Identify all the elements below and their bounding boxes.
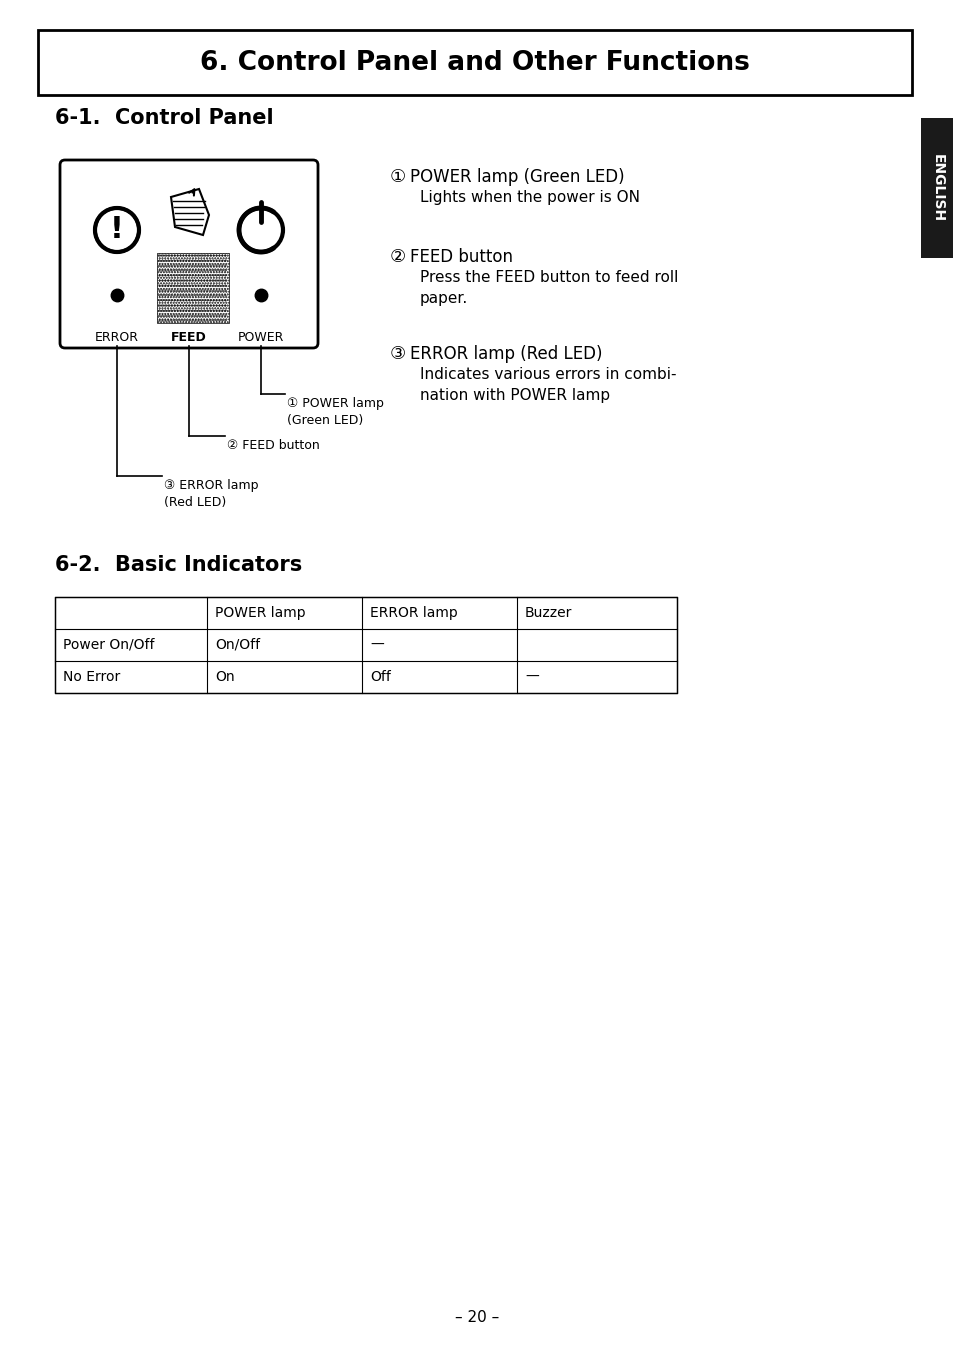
Polygon shape (171, 188, 209, 234)
Text: Buzzer: Buzzer (524, 606, 572, 621)
Text: Press the FEED button to feed roll
paper.: Press the FEED button to feed roll paper… (419, 270, 678, 306)
Text: 6. Control Panel and Other Functions: 6. Control Panel and Other Functions (200, 50, 749, 76)
Text: ②: ② (390, 248, 406, 266)
Circle shape (95, 209, 139, 252)
Text: ERROR: ERROR (95, 331, 139, 344)
Text: 6-1.  Control Panel: 6-1. Control Panel (55, 108, 274, 127)
Text: ENGLISH: ENGLISH (929, 154, 943, 222)
Text: Lights when the power is ON: Lights when the power is ON (419, 190, 639, 205)
Text: ③: ③ (390, 346, 406, 363)
Text: ERROR lamp (Red LED): ERROR lamp (Red LED) (410, 346, 602, 363)
Text: POWER: POWER (237, 331, 284, 344)
Text: On/Off: On/Off (214, 638, 260, 652)
Text: On: On (214, 669, 234, 684)
Bar (920, 118, 953, 257)
Text: 6-2.  Basic Indicators: 6-2. Basic Indicators (55, 556, 302, 575)
FancyBboxPatch shape (60, 160, 317, 348)
Text: ① POWER lamp
(Green LED): ① POWER lamp (Green LED) (287, 397, 383, 427)
Text: ①: ① (390, 168, 406, 186)
Text: —: — (370, 638, 383, 652)
Text: FEED button: FEED button (410, 248, 513, 266)
Text: POWER lamp: POWER lamp (214, 606, 305, 621)
Text: POWER lamp (Green LED): POWER lamp (Green LED) (410, 168, 624, 186)
Text: —: — (524, 669, 538, 684)
Text: – 20 –: – 20 – (455, 1310, 498, 1325)
Text: ERROR lamp: ERROR lamp (370, 606, 457, 621)
Text: Power On/Off: Power On/Off (63, 638, 154, 652)
Text: Indicates various errors in combi-
nation with POWER lamp: Indicates various errors in combi- natio… (419, 367, 676, 402)
Text: ③ ERROR lamp
(Red LED): ③ ERROR lamp (Red LED) (164, 480, 258, 509)
Bar (157, 253, 229, 322)
Bar (55, 598, 677, 692)
Text: !: ! (110, 215, 124, 244)
Text: ② FEED button: ② FEED button (227, 439, 319, 453)
Text: No Error: No Error (63, 669, 120, 684)
Text: FEED: FEED (171, 331, 207, 344)
Text: Off: Off (370, 669, 391, 684)
Bar (38, 30, 911, 95)
